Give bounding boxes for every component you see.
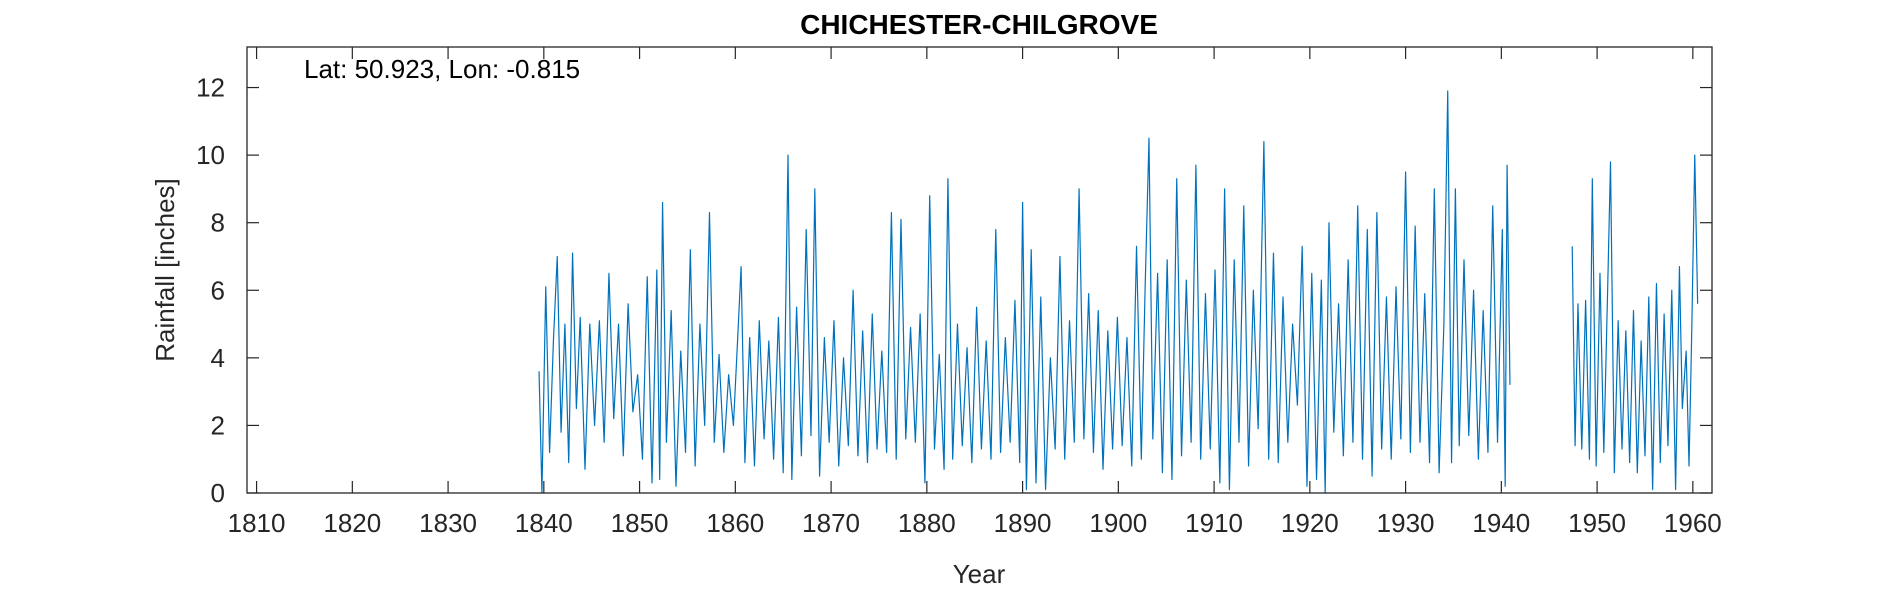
plot-frame — [246, 46, 1713, 494]
plot-background — [247, 47, 1712, 493]
y-tick-label: 6 — [211, 275, 225, 305]
x-tick-label: 1910 — [1185, 508, 1243, 538]
x-tick-label: 1830 — [419, 508, 477, 538]
tick-layer — [247, 47, 1712, 494]
x-axis-label: Year — [953, 559, 1006, 589]
y-tick-label: 0 — [211, 478, 225, 508]
x-tick-label: 1900 — [1089, 508, 1147, 538]
rainfall-series-line-segment-2 — [1571, 154, 1699, 491]
x-tick-label: 1850 — [611, 508, 669, 538]
y-tick-label: 2 — [211, 410, 225, 440]
chart-title: CHICHESTER-CHILGROVE — [800, 9, 1158, 40]
x-tick-label: 1870 — [802, 508, 860, 538]
x-tick-label: 1940 — [1472, 508, 1530, 538]
x-tick-label: 1840 — [515, 508, 573, 538]
x-tick-label: 1810 — [228, 508, 286, 538]
rainfall-series-line-segment-1 — [538, 90, 1511, 494]
x-tick-label: 1820 — [323, 508, 381, 538]
x-tick-label: 1920 — [1281, 508, 1339, 538]
x-tick-label: 1880 — [898, 508, 956, 538]
y-tick-label: 12 — [196, 73, 225, 103]
x-tick-label: 1960 — [1664, 508, 1722, 538]
y-tick-label: 4 — [211, 343, 225, 373]
x-tick-label: 1890 — [994, 508, 1052, 538]
x-tick-label: 1950 — [1568, 508, 1626, 538]
series-layer — [538, 90, 1699, 494]
lat-lon-annotation: Lat: 50.923, Lon: -0.815 — [304, 54, 580, 84]
x-tick-label: 1930 — [1377, 508, 1435, 538]
label-layer: 1810 1820 1830 1840 1850 1860 1870 1880 1890 1900… — [196, 73, 1722, 538]
y-axis-label: Rainfall [inches] — [150, 178, 180, 362]
x-tick-label: 1860 — [706, 508, 764, 538]
y-tick-label: 8 — [211, 208, 225, 238]
y-tick-label: 10 — [196, 140, 225, 170]
